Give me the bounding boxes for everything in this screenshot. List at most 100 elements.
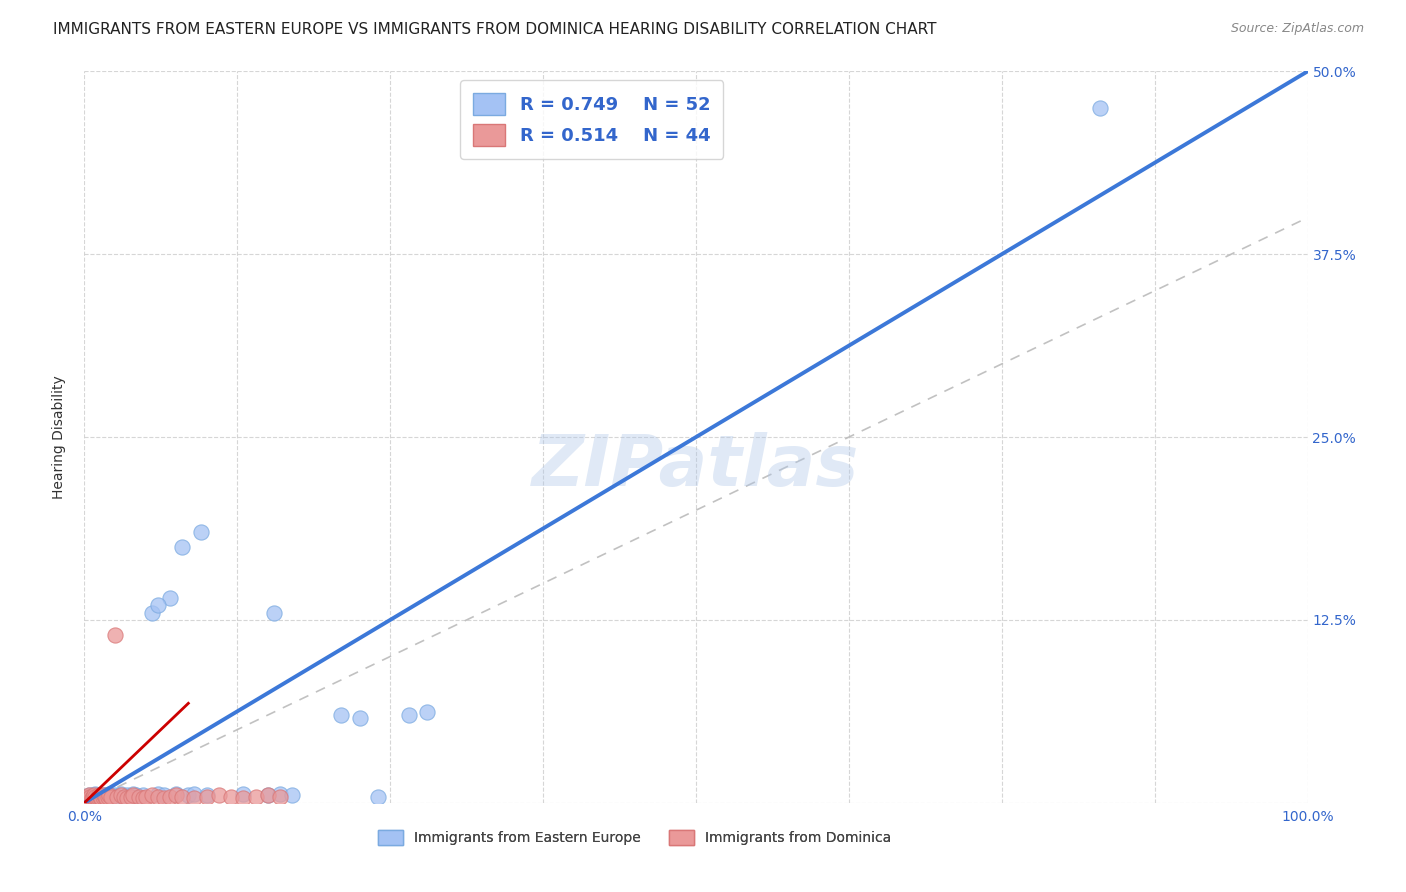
Point [97,789,120,804]
Point [159,789,181,804]
Point [112,791,135,805]
Point [398,708,420,723]
Point [83,789,105,804]
Point [93,789,115,803]
Point [80,791,103,805]
Text: Source: ZipAtlas.com: Source: ZipAtlas.com [1230,22,1364,36]
Point [122,787,145,801]
Point [100,789,122,804]
Point [110,789,132,803]
Point [349,711,371,725]
Point [76,789,98,804]
Point [91,789,114,803]
Point [87,789,110,803]
Point [83,789,105,803]
Point [93,789,115,804]
Point [190,525,212,540]
Point [120,789,142,804]
Point [91,789,114,804]
Point [110,787,132,801]
Legend: Immigrants from Eastern Europe, Immigrants from Dominica: Immigrants from Eastern Europe, Immigran… [373,825,897,851]
Point [245,789,267,804]
Point [97,789,120,803]
Point [87,789,110,803]
Text: ZIPatlas: ZIPatlas [533,432,859,500]
Point [97,787,120,801]
Point [105,789,128,804]
Point [87,789,110,804]
Point [82,789,104,804]
Point [104,789,127,803]
Point [263,606,285,620]
Point [115,789,138,803]
Point [219,789,242,804]
Point [94,789,117,804]
Point [135,789,157,804]
Point [208,789,231,803]
Point [96,791,118,805]
Point [1088,101,1111,115]
Text: IMMIGRANTS FROM EASTERN EUROPE VS IMMIGRANTS FROM DOMINICA HEARING DISABILITY CO: IMMIGRANTS FROM EASTERN EUROPE VS IMMIGR… [53,22,936,37]
Point [128,789,150,804]
Point [94,791,117,805]
Point [257,789,280,803]
Point [112,789,135,804]
Point [141,606,163,620]
Point [269,789,291,804]
Point [195,789,218,804]
Point [90,789,112,804]
Point [82,789,104,803]
Point [90,791,112,805]
Point [105,789,128,804]
Point [183,787,205,801]
Point [153,791,176,805]
Point [89,789,111,803]
Point [153,789,176,803]
Point [77,789,100,804]
Point [97,789,120,804]
Point [96,789,118,803]
Point [146,599,169,613]
Point [172,789,194,804]
Point [257,789,280,803]
Point [122,789,145,803]
Point [367,789,389,804]
Point [146,787,169,801]
Point [84,787,107,801]
Point [77,789,100,803]
Point [232,787,254,801]
Point [165,789,187,803]
Point [165,787,187,801]
Point [330,708,353,723]
Point [86,791,108,805]
Point [77,789,100,803]
Point [159,591,181,605]
Point [146,789,169,804]
Point [416,705,439,719]
Point [232,791,254,805]
Point [76,791,98,805]
Point [177,789,200,803]
Point [115,791,138,805]
Point [132,789,155,803]
Point [86,789,108,804]
Point [125,789,148,803]
Point [104,627,127,641]
Point [128,789,150,804]
Point [281,789,304,803]
Point [89,789,111,804]
Point [80,791,103,805]
Point [100,789,122,804]
Point [172,540,194,554]
Point [84,789,107,804]
Point [195,789,218,803]
Point [141,789,163,803]
Point [87,789,110,804]
Point [269,787,291,801]
Point [183,791,205,805]
Point [79,789,101,804]
Point [132,791,155,805]
Y-axis label: Hearing Disability: Hearing Disability [52,376,66,499]
Point [120,789,142,804]
Point [77,791,100,805]
